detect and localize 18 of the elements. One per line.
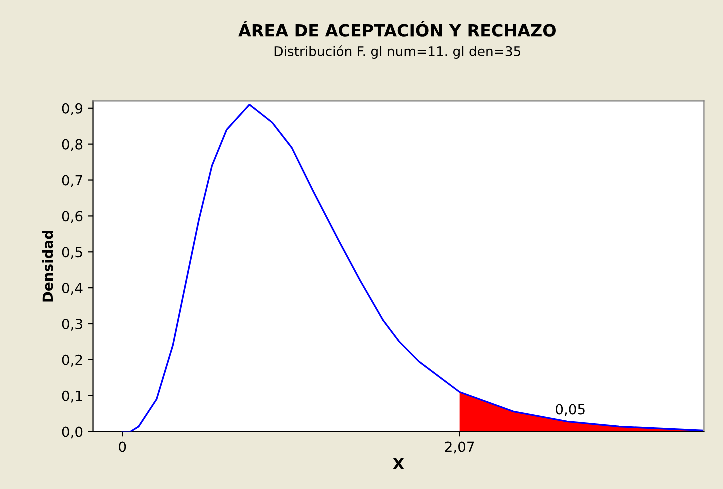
chart-title: ÁREA DE ACEPTACIÓN Y RECHAZO (238, 21, 556, 37)
x-axis-title: X (393, 458, 404, 470)
y-tick-label: 0,8 (62, 139, 83, 152)
chart-subtitle: Distribución F. gl num=11. gl den=35 (274, 46, 521, 59)
y-axis-title: Densidad (42, 231, 54, 302)
line-series (122, 104, 704, 432)
y-tick-label: 0,7 (62, 175, 82, 188)
annotation: 0,05 (556, 404, 585, 416)
y-tick-label: 0,9 (62, 103, 83, 116)
x-tick-label: 0 (119, 442, 126, 452)
x-tick-label: 2,07 (445, 442, 474, 454)
y-tick-label: 0,1 (62, 390, 82, 403)
y-tick-label: 0,0 (62, 426, 83, 439)
y-tick-label: 0,4 (62, 283, 83, 295)
y-tick-label: 0,5 (62, 247, 82, 260)
y-tick-label: 0,3 (62, 318, 82, 331)
y-tick-label: 0,6 (62, 211, 83, 224)
y-tick-label: 0,2 (62, 354, 82, 367)
